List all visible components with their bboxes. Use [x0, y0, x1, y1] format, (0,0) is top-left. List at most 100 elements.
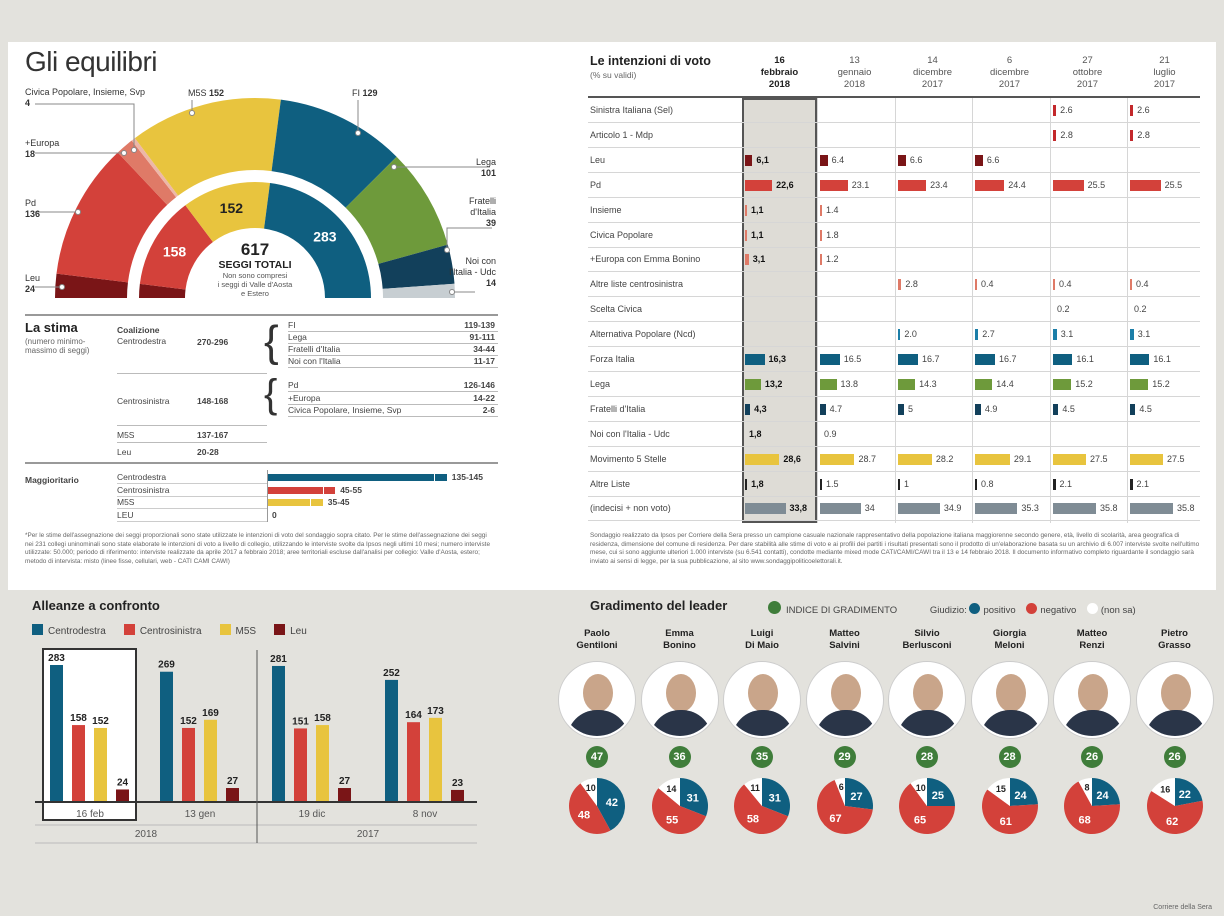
leader-photo	[889, 662, 965, 738]
stima-part-name: FI	[288, 320, 296, 330]
index-badge: 28	[916, 746, 938, 768]
party-name: Leu	[590, 154, 606, 165]
shoulders-icon	[1062, 710, 1124, 736]
vote-value: 6.4	[831, 154, 845, 165]
magg-axis	[267, 470, 268, 522]
vote-value: 28.2	[935, 453, 954, 464]
csx-name: Centrosinistra	[117, 396, 170, 406]
alleanze-title: Alleanze a confronto	[32, 598, 160, 613]
pie-label-negative: 61	[999, 816, 1011, 828]
table-row: Altre Liste 1,8 1.5 1 0.8 2.1 2.1	[588, 472, 1200, 497]
alleanze-bar	[316, 725, 329, 801]
legend-item: Centrosinistra	[123, 624, 202, 637]
leader-name: Emma Bonino	[663, 628, 696, 651]
vote-value: 2.1	[1059, 478, 1073, 489]
leader-photo	[806, 662, 883, 738]
vote-bar	[745, 453, 780, 465]
label-m5s: M5S 152	[188, 88, 225, 98]
pie-slice-negative	[1064, 781, 1120, 834]
leader-pie: 27 67 6	[816, 778, 873, 834]
intenzioni-title: Le intenzioni di voto	[590, 54, 711, 68]
vote-value: 16.1	[1076, 354, 1094, 364]
vote-bar	[975, 154, 983, 166]
label-europa: +Europa 18	[25, 138, 60, 159]
vote-value: 4.7	[829, 403, 843, 414]
leader-card: Paolo Gentiloni	[556, 628, 638, 652]
leu-range: 20-28	[197, 447, 219, 457]
vote-value: 35.8	[1099, 503, 1118, 514]
vote-bar	[1053, 329, 1057, 341]
vote-value: 6.6	[909, 154, 923, 165]
vote-value: 34	[864, 503, 875, 514]
vote-value: 0.2	[1134, 304, 1147, 315]
alleanze-bar	[338, 788, 351, 801]
shoulders-icon	[979, 710, 1042, 736]
vote-value: 0.8	[981, 478, 994, 489]
pie-slice-unknown	[910, 778, 927, 806]
pie-label-negative: 58	[747, 813, 759, 825]
vote-value: 3,1	[752, 254, 766, 265]
stima-part-name: Civica Popolare, Insieme, Svp	[288, 405, 402, 415]
label-fdi: Fratelli d'Italia 39	[468, 196, 496, 228]
leader-card: Giorgia Meloni	[969, 628, 1051, 652]
legend-swatch	[274, 624, 286, 635]
pie-slice-unknown	[834, 778, 845, 806]
column-divider	[1050, 98, 1051, 523]
table-row: Forza Italia 16,3 16.5 16.7 16.7 16.1 16.1	[588, 347, 1200, 372]
hemicycle-segment-noi-con-l-italia-udc	[382, 283, 455, 298]
vote-value: 6,1	[756, 154, 769, 165]
vote-value: 1.2	[826, 254, 839, 265]
pie-label-unknown: 14	[666, 784, 676, 794]
magg-bar-min	[267, 486, 323, 494]
alleanze-value: 23	[452, 778, 464, 789]
alleanze-bar	[385, 679, 398, 801]
leader-pie: 22 62 16	[1146, 778, 1203, 834]
vote-value: 4,3	[754, 403, 767, 414]
vote-bar	[1130, 279, 1132, 291]
vote-bar	[1053, 378, 1072, 390]
alleanze-value: 27	[339, 776, 351, 787]
leader-card: Luigi Di Maio	[721, 628, 803, 652]
hemicycle-segment-centrodestra	[264, 182, 371, 298]
stima-part-name: +Europa	[288, 392, 321, 403]
leader-pie: 42 48 10	[569, 778, 625, 834]
label-pd: Pd 136	[25, 198, 41, 219]
vote-value: 16.1	[1153, 354, 1171, 364]
pie-label-negative: 65	[914, 815, 926, 827]
cdx-range: 270-296	[197, 337, 229, 347]
party-name: Movimento 5 Stelle	[590, 453, 667, 464]
vote-bar	[1053, 279, 1055, 291]
divider	[288, 403, 498, 405]
vote-value: 23.4	[930, 179, 948, 190]
m5s-range: 137-167	[197, 430, 229, 440]
table-header-rule	[588, 96, 1200, 98]
hemicycle-segment-fi	[271, 99, 397, 208]
pie-label-unknown: 10	[586, 783, 596, 793]
pie-label-positive: 24	[1096, 790, 1109, 802]
table-row: Lega 13,2 13.8 14.3 14.4 15.2 15.2	[588, 372, 1200, 397]
alleanze-category: 13 gen	[185, 809, 216, 820]
stima-part-name: Noi con l'Italia	[288, 356, 341, 366]
pie-slice-positive	[1009, 778, 1038, 806]
label-civica: Civica Popolare, Insieme, Svp 4	[25, 87, 146, 108]
pie-label-positive: 22	[1178, 789, 1190, 801]
vote-bar	[975, 403, 981, 415]
vote-bar	[820, 354, 840, 365]
inner-seat-label: 152	[220, 200, 244, 216]
leader-name: Matteo Salvini	[829, 628, 860, 651]
vote-bar	[1053, 129, 1057, 141]
party-name: Alternativa Popolare (Ncd)	[590, 329, 696, 340]
positive-dot-icon	[969, 603, 981, 614]
stima-title: La stima	[25, 320, 78, 335]
alleanze-bar	[294, 728, 307, 801]
stima-part-name: Pd	[288, 380, 299, 390]
leader-dot	[121, 150, 127, 156]
shoulders-icon	[1144, 710, 1207, 736]
alleanze-bar	[451, 789, 464, 801]
vote-bar	[1053, 478, 1056, 490]
column-divider	[817, 98, 818, 523]
magg-bar-min	[267, 474, 435, 481]
vote-value: 13,2	[764, 378, 783, 389]
alleanze-bar	[272, 665, 285, 801]
vote-value: 5	[908, 403, 914, 414]
